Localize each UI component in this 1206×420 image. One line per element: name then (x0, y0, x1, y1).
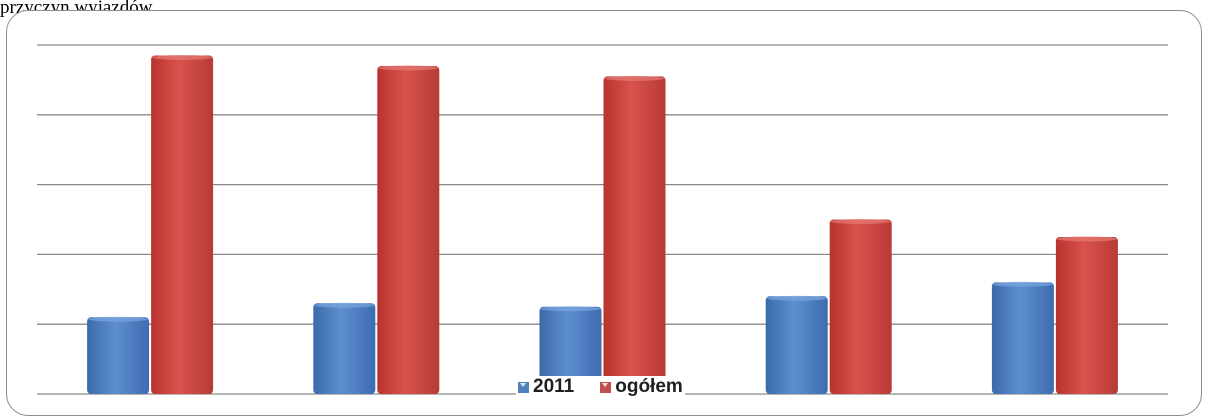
bar-ogolem-5 (1055, 236, 1118, 394)
legend-swatch-ogolem (600, 381, 612, 393)
legend-label-2011: 2011 (533, 376, 575, 397)
bar-top-2011-4 (766, 295, 827, 301)
bar-top-ogolem-2 (378, 65, 439, 71)
legend-item-2011: 2011 (518, 376, 574, 398)
chart-legend: 2011 ogółem (516, 376, 685, 398)
bar-top-ogolem-5 (1056, 236, 1117, 242)
bar-2011-1 (87, 317, 150, 394)
bar-top-ogolem-1 (152, 54, 213, 60)
bar-ogolem-2 (377, 65, 440, 394)
bar-top-2011-5 (992, 281, 1053, 287)
bar-ogolem-1 (151, 55, 214, 394)
bar-2011-3 (539, 306, 602, 394)
bar-top-2011-2 (314, 302, 375, 308)
legend-swatch-2011 (518, 381, 529, 393)
bar-ogolem-3 (603, 76, 666, 394)
bar-top-ogolem-3 (604, 75, 665, 81)
bar-top-2011-3 (540, 306, 601, 312)
bar-top-ogolem-4 (830, 219, 891, 224)
bar-2011-4 (765, 296, 828, 394)
bar-2011-5 (991, 282, 1054, 394)
bar-ogolem-4 (829, 219, 892, 394)
legend-item-ogolem: ogółem (600, 376, 683, 398)
bar-2011-2 (313, 303, 376, 394)
legend-label-ogolem: ogółem (615, 376, 683, 397)
bar-top-2011-1 (88, 316, 149, 322)
